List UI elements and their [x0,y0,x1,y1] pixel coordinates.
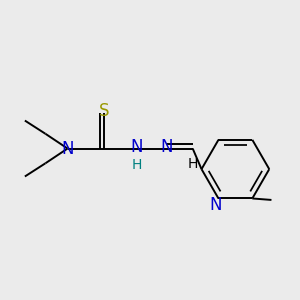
Text: N: N [61,140,74,158]
Text: N: N [130,138,143,156]
Text: H: H [132,158,142,172]
Text: H: H [188,157,198,171]
Text: S: S [99,102,110,120]
Text: N: N [160,138,172,156]
Text: N: N [209,196,222,214]
